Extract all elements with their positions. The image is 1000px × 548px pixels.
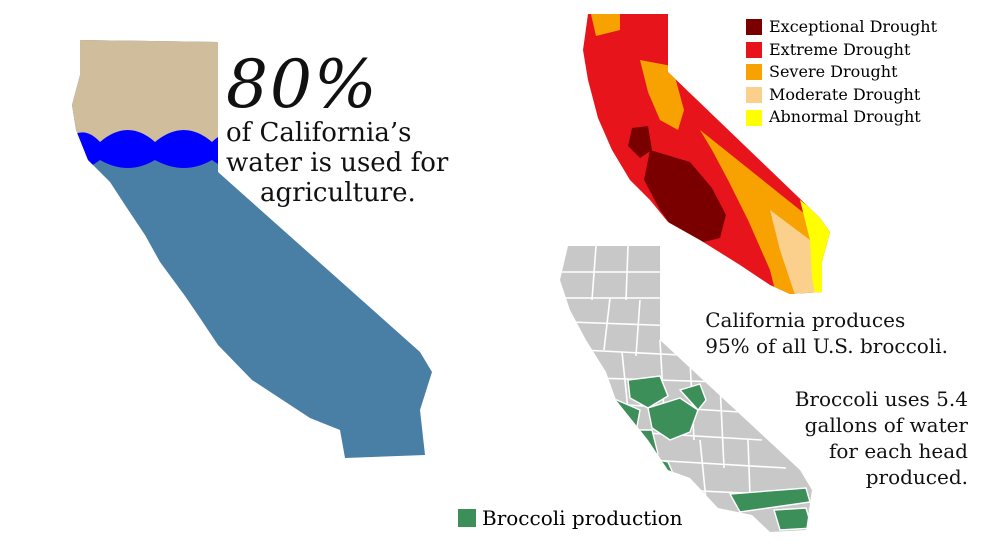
legend-item-abnormal: Abnormal Drought bbox=[746, 106, 937, 129]
broccoli-county bbox=[678, 383, 707, 412]
water-use-fact-line-4: produced. bbox=[865, 465, 968, 489]
water-use-fact-line-3: for each head bbox=[828, 439, 968, 463]
broccoli-legend-label: Broccoli production bbox=[482, 506, 683, 530]
exceptional-zone-small bbox=[628, 126, 652, 158]
water-wave-band bbox=[72, 130, 260, 168]
legend-item-exceptional: Exceptional Drought bbox=[746, 16, 937, 39]
legend-label: Extreme Drought bbox=[769, 39, 911, 59]
legend-swatch bbox=[746, 109, 762, 126]
legend-label: Severe Drought bbox=[769, 62, 898, 82]
severe-zone-northwest bbox=[590, 14, 620, 36]
legend-item-extreme: Extreme Drought bbox=[746, 39, 937, 62]
legend-item-severe: Severe Drought bbox=[746, 61, 937, 84]
legend-label: Exceptional Drought bbox=[769, 17, 937, 36]
description-line-3: agriculture. bbox=[260, 178, 416, 208]
water-use-fact-line-1: Broccoli uses 5.4 bbox=[794, 387, 968, 411]
moderate-zone bbox=[770, 210, 830, 294]
water-use-fact-line-2: gallons of water bbox=[804, 413, 968, 437]
broccoli-legend: Broccoli production bbox=[458, 506, 683, 530]
severe-zone-north bbox=[640, 60, 684, 130]
exceptional-zone bbox=[644, 150, 726, 244]
water-use-description: of California’s water is used for agricu… bbox=[226, 118, 448, 208]
broccoli-county bbox=[773, 507, 812, 531]
legend-swatch bbox=[746, 41, 762, 58]
legend-swatch bbox=[746, 64, 762, 81]
legend-item-moderate: Moderate Drought bbox=[746, 84, 937, 107]
legend-swatch bbox=[746, 87, 762, 104]
production-fact-line-2: 95% of all U.S. broccoli. bbox=[705, 334, 948, 358]
legend-swatch bbox=[746, 19, 762, 36]
description-line-2: water is used for bbox=[226, 148, 449, 178]
broccoli-county bbox=[728, 487, 811, 513]
percent-headline: 80% bbox=[226, 46, 379, 123]
production-fact: California produces 95% of all U.S. broc… bbox=[705, 307, 948, 359]
broccoli-legend-swatch bbox=[458, 509, 476, 527]
water-use-fact: Broccoli uses 5.4 gallons of water for e… bbox=[795, 386, 968, 490]
drought-legend: Exceptional Drought Extreme Drought Seve… bbox=[746, 16, 937, 129]
broccoli-county bbox=[627, 375, 669, 409]
legend-label: Moderate Drought bbox=[769, 84, 921, 104]
description-line-1: of California’s bbox=[226, 118, 412, 148]
broccoli-county bbox=[647, 397, 699, 441]
legend-label: Abnormal Drought bbox=[769, 107, 921, 127]
production-fact-line-1: California produces bbox=[705, 308, 906, 332]
broccoli-county bbox=[621, 429, 659, 463]
